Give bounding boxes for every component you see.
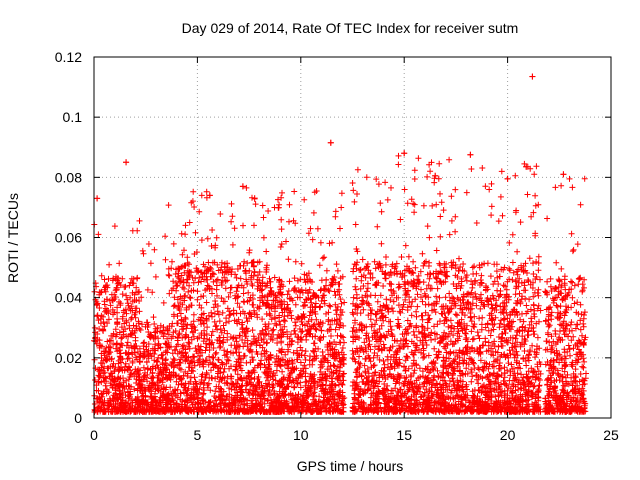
tick-labels: 0 5 10 15 20 25 0 0.02 0.04 0.06 0.08 0.1 0.12 <box>55 49 619 443</box>
x-axis-title: GPS time / hours <box>297 458 404 474</box>
data-points <box>91 73 589 415</box>
roti-peak-point <box>523 163 530 170</box>
roti-peak-point <box>206 192 213 199</box>
y-tick-label: 0.06 <box>55 230 82 246</box>
y-tick-label: 0.12 <box>55 49 82 65</box>
x-tick-label: 15 <box>396 427 412 443</box>
x-tick-label: 10 <box>293 427 309 443</box>
roti-peak-point <box>432 172 439 179</box>
roti-peak-point <box>401 150 408 157</box>
roti-peak-point <box>327 139 334 146</box>
y-tick-label: 0.1 <box>63 109 83 125</box>
y-axis-title: ROTI / TECUs <box>5 193 21 283</box>
roti-markers <box>91 73 589 415</box>
roti-peak-point <box>94 195 101 202</box>
x-tick-label: 5 <box>194 427 202 443</box>
y-tick-label: 0.04 <box>55 290 82 306</box>
x-tick-label: 0 <box>90 427 98 443</box>
roti-peak-point <box>560 171 567 178</box>
axis-ticks <box>93 56 612 419</box>
y-tick-label: 0.08 <box>55 169 82 185</box>
chart-title: Day 029 of 2014, Rate Of TEC Index for r… <box>182 20 519 36</box>
roti-peak-point <box>529 73 536 80</box>
roti-peak-point <box>123 159 130 166</box>
x-tick-label: 25 <box>603 427 619 443</box>
roti-peak-point <box>239 183 246 190</box>
x-tick-label: 20 <box>500 427 516 443</box>
y-tick-label: 0 <box>74 410 82 426</box>
roti-peak-point <box>467 151 474 158</box>
y-tick-label: 0.02 <box>55 350 82 366</box>
roti-peak-point <box>504 175 511 182</box>
